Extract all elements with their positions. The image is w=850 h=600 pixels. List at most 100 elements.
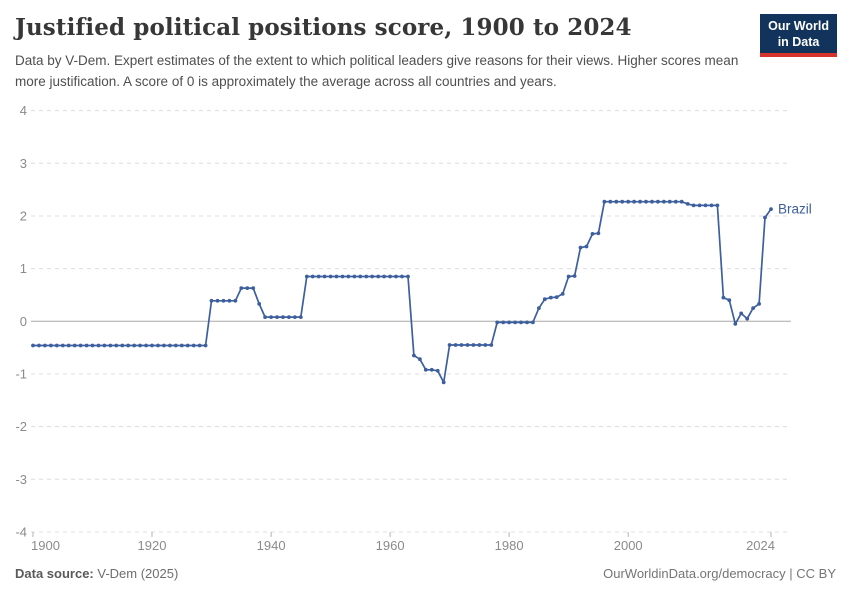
data-point[interactable] <box>423 367 428 372</box>
data-point[interactable] <box>519 320 523 325</box>
data-point[interactable] <box>447 343 452 347</box>
data-point[interactable] <box>203 343 208 348</box>
data-point[interactable] <box>43 343 47 348</box>
data-point[interactable] <box>531 320 535 325</box>
data-point[interactable] <box>566 274 571 279</box>
data-point[interactable] <box>412 353 416 358</box>
data-point[interactable] <box>477 343 482 347</box>
data-point[interactable] <box>388 274 392 279</box>
data-point[interactable] <box>132 343 137 348</box>
data-point[interactable] <box>662 199 666 204</box>
data-point[interactable] <box>739 311 744 316</box>
data-point[interactable] <box>751 306 755 310</box>
data-point[interactable] <box>537 306 541 310</box>
data-point[interactable] <box>49 343 53 348</box>
data-point[interactable] <box>298 315 303 319</box>
footer-links[interactable]: OurWorldinData.org/democracy | CC BY <box>603 566 836 581</box>
data-point[interactable] <box>608 199 613 204</box>
data-point[interactable] <box>596 231 601 236</box>
data-point[interactable] <box>560 292 565 296</box>
data-point[interactable] <box>72 343 77 348</box>
data-point[interactable] <box>441 380 446 385</box>
data-point[interactable] <box>352 274 357 279</box>
data-point[interactable] <box>620 199 625 204</box>
data-point[interactable] <box>382 274 386 279</box>
data-point[interactable] <box>667 199 672 204</box>
data-point[interactable] <box>578 245 583 250</box>
data-point[interactable] <box>334 274 339 279</box>
data-point[interactable] <box>287 315 291 319</box>
data-point[interactable] <box>156 343 160 348</box>
data-point[interactable] <box>251 286 256 290</box>
data-point[interactable] <box>215 298 220 303</box>
data-point[interactable] <box>590 232 595 236</box>
data-point[interactable] <box>757 302 761 306</box>
data-point[interactable] <box>650 199 654 204</box>
data-point[interactable] <box>114 343 119 348</box>
data-source-value[interactable]: V-Dem (2025) <box>93 566 179 581</box>
data-point[interactable] <box>513 320 517 325</box>
data-point[interactable] <box>644 199 648 204</box>
data-point[interactable] <box>281 315 285 319</box>
data-point[interactable] <box>584 244 589 249</box>
data-point[interactable] <box>150 343 154 348</box>
data-point[interactable] <box>459 343 464 347</box>
data-point[interactable] <box>179 343 184 348</box>
data-point[interactable] <box>465 343 470 347</box>
data-point[interactable] <box>673 199 678 204</box>
data-point[interactable] <box>120 343 125 348</box>
data-point[interactable] <box>209 298 214 303</box>
data-point[interactable] <box>227 298 232 303</box>
entity-label[interactable]: Brazil <box>778 202 812 217</box>
data-point[interactable] <box>632 199 636 204</box>
data-point[interactable] <box>697 203 702 208</box>
data-point[interactable] <box>691 203 696 208</box>
data-point[interactable] <box>483 343 488 347</box>
data-point[interactable] <box>554 295 559 299</box>
data-point[interactable] <box>90 343 95 348</box>
data-point[interactable] <box>769 207 773 212</box>
data-point[interactable] <box>525 320 529 325</box>
data-point[interactable] <box>346 274 351 279</box>
data-point[interactable] <box>679 199 684 204</box>
data-point[interactable] <box>453 343 458 347</box>
data-point[interactable] <box>310 274 315 279</box>
data-point[interactable] <box>370 274 375 279</box>
data-point[interactable] <box>293 315 297 319</box>
data-point[interactable] <box>173 343 178 348</box>
data-point[interactable] <box>703 203 708 208</box>
data-point[interactable] <box>263 315 267 319</box>
data-point[interactable] <box>400 274 404 279</box>
data-point[interactable] <box>316 274 321 279</box>
data-point[interactable] <box>376 274 381 279</box>
data-point[interactable] <box>340 274 345 279</box>
data-point[interactable] <box>614 199 619 204</box>
data-point[interactable] <box>638 199 642 204</box>
data-point[interactable] <box>304 274 309 279</box>
data-point[interactable] <box>394 274 398 279</box>
data-point[interactable] <box>126 343 131 348</box>
data-point[interactable] <box>84 343 89 348</box>
data-point[interactable] <box>733 322 738 326</box>
data-point[interactable] <box>435 368 440 373</box>
data-point[interactable] <box>745 316 750 321</box>
data-point[interactable] <box>542 297 547 302</box>
data-point[interactable] <box>548 295 553 300</box>
data-point[interactable] <box>275 315 279 319</box>
data-point[interactable] <box>144 343 149 348</box>
data-point[interactable] <box>626 199 631 204</box>
owid-logo[interactable]: Our World in Data <box>760 14 837 58</box>
data-point[interactable] <box>102 343 107 348</box>
data-point[interactable] <box>168 343 172 348</box>
data-point[interactable] <box>239 286 244 290</box>
data-point[interactable] <box>269 315 273 319</box>
data-point[interactable] <box>406 274 410 279</box>
data-point[interactable] <box>763 215 767 220</box>
data-point[interactable] <box>727 298 732 303</box>
data-point[interactable] <box>191 343 196 348</box>
data-point[interactable] <box>418 357 422 362</box>
data-point[interactable] <box>721 295 726 300</box>
data-point[interactable] <box>60 343 65 348</box>
